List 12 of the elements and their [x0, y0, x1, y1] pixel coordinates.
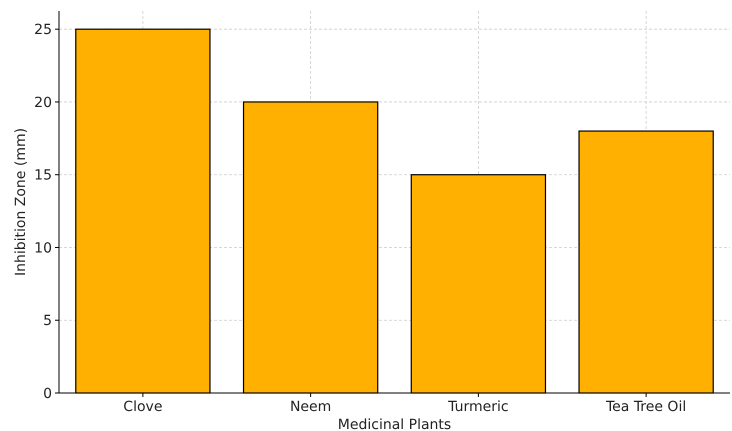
y-tick-label: 0	[43, 386, 52, 402]
x-axis-title: Medicinal Plants	[338, 417, 452, 431]
y-tick-label: 20	[34, 94, 52, 111]
y-tick-label: 25	[34, 22, 52, 38]
x-tick-label: Tea Tree Oil	[605, 399, 686, 415]
y-axis-title: Inhibition Zone (mm)	[13, 128, 29, 276]
x-tick-label: Neem	[290, 399, 332, 415]
y-tick-label: 5	[43, 313, 52, 330]
x-tick-label: Clove	[123, 399, 162, 415]
y-tick-label: 10	[34, 240, 52, 256]
x-tick-label: Turmeric	[447, 399, 509, 415]
y-tick-label: 15	[34, 168, 52, 184]
